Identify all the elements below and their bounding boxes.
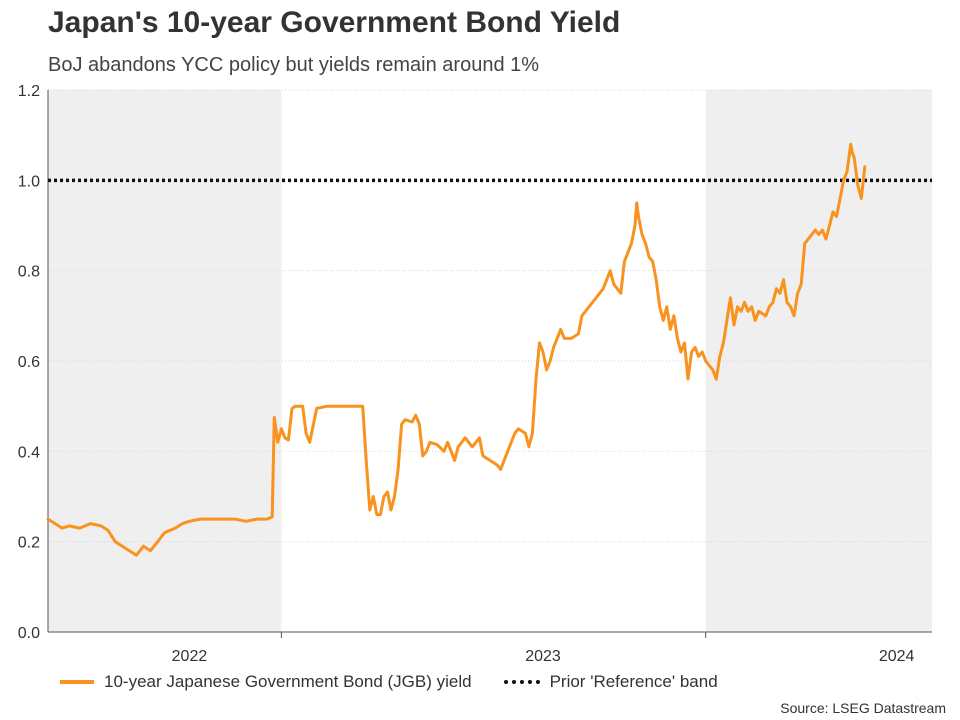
legend-label-jgb: 10-year Japanese Government Bond (JGB) y… [104,672,472,691]
y-tick-label: 1.0 [18,173,40,190]
series-line-jgb-yield [46,142,867,557]
gridlines [48,89,932,543]
chart-title: Japan's 10-year Government Bond Yield [48,6,621,39]
tick-labels: 0.0 0.2 0.4 0.6 0.8 1.0 1.2 2022 2023 2024 [18,83,915,665]
series-layer [46,142,867,557]
x-tick-label: 2023 [525,648,561,665]
y-tick-label: 0.2 [18,535,40,552]
source-note: Source: LSEG Datastream [780,700,946,716]
y-tick-label: 1.2 [18,83,40,100]
legend-item-reference: Prior 'Reference' band [503,672,718,692]
shaded-period-2 [705,90,932,632]
y-tick-label: 0.6 [18,354,40,371]
legend-label-reference: Prior 'Reference' band [549,672,718,691]
legend: 10-year Japanese Government Bond (JGB) y… [60,672,750,692]
chart-area: 0.0 0.2 0.4 0.6 0.8 1.0 1.2 2022 2023 2024 [18,83,932,665]
x-tick-label: 2022 [172,648,208,665]
y-tick-label: 0.4 [18,444,40,461]
legend-line-swatch [60,680,94,684]
y-tick-label: 0.0 [18,625,40,642]
y-tick-label: 0.8 [18,264,40,281]
x-tick-label: 2024 [879,648,915,665]
legend-dotted-swatch [503,680,540,684]
chart-subtitle: BoJ abandons YCC policy but yields remai… [48,54,540,76]
legend-item-jgb: 10-year Japanese Government Bond (JGB) y… [60,672,472,692]
